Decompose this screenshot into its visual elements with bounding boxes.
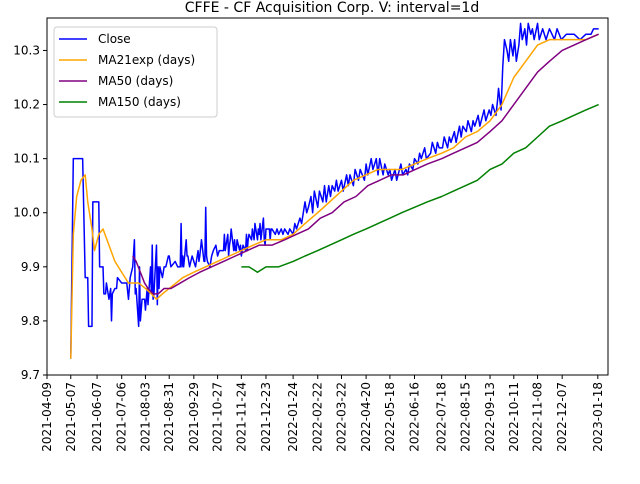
plot-frame — [46, 17, 609, 376]
x-tick-label: 2021-08-31 — [162, 382, 176, 452]
series-line-2 — [132, 33, 599, 295]
x-tick-label: 2021-09-29 — [187, 382, 201, 452]
x-tick-label: 2022-02-22 — [311, 382, 325, 452]
x-tick-label: 2022-06-16 — [407, 382, 421, 452]
series-line-0 — [70, 22, 599, 359]
x-tick-label: 2023-01-18 — [591, 382, 605, 452]
y-tick-label: 10.1 — [13, 152, 40, 166]
x-tick-label: 2022-08-15 — [458, 382, 472, 452]
legend-label: MA21exp (days) — [98, 53, 195, 67]
x-tick-label: 2022-11-08 — [531, 382, 545, 452]
x-tick-label: 2021-05-07 — [64, 382, 78, 452]
x-tick-label: 2021-10-27 — [211, 382, 225, 452]
y-tick-label: 10.0 — [13, 206, 40, 220]
legend-label: MA150 (days) — [98, 95, 181, 109]
x-tick-label: 2021-11-24 — [234, 382, 248, 452]
y-tick-label: 9.7 — [21, 368, 40, 382]
series-line-3 — [241, 103, 599, 273]
series-line-1 — [70, 33, 599, 359]
x-tick-label: 2022-07-18 — [435, 382, 449, 452]
x-tick-label: 2022-09-13 — [483, 382, 497, 452]
x-tick-label: 2021-08-03 — [138, 382, 152, 452]
chart-title: CFFE - CF Acquisition Corp. V: interval=… — [185, 0, 479, 16]
x-tick-label: 2021-04-09 — [40, 382, 54, 452]
x-tick-label: 2022-01-24 — [286, 382, 300, 452]
legend-box — [53, 26, 218, 118]
series-lines — [70, 22, 599, 359]
x-tick-label: 2021-12-23 — [259, 382, 273, 452]
x-tick-label: 2022-03-22 — [335, 382, 349, 452]
x-tick-label: 2022-10-11 — [507, 382, 521, 452]
y-tick-label: 10.2 — [13, 98, 40, 112]
y-tick-label: 10.3 — [13, 43, 40, 57]
legend-label: MA50 (days) — [98, 74, 173, 88]
x-tick-label: 2022-05-18 — [383, 382, 397, 452]
x-tick-label: 2021-07-06 — [115, 382, 129, 452]
y-tick-label: 9.9 — [21, 260, 40, 274]
x-tick-label: 2021-06-07 — [90, 382, 104, 452]
x-tick-label: 2022-04-20 — [359, 382, 373, 452]
legend: Close MA21exp (days) MA50 (days) MA150 (day… — [53, 26, 218, 118]
axes: 9.7 9.8 9.9 10.0 10.1 10.2 10.3 2021-04-09 2021-… — [13, 17, 609, 452]
y-tick-label: 9.8 — [21, 314, 40, 328]
x-tick-label: 2022-12-07 — [555, 382, 569, 452]
legend-label: Close — [98, 32, 131, 46]
